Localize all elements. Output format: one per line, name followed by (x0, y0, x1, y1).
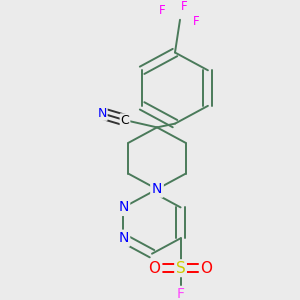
Text: O: O (148, 261, 160, 276)
Text: N: N (118, 231, 129, 245)
Text: F: F (193, 15, 199, 28)
Text: N: N (118, 200, 129, 214)
Text: C: C (121, 114, 129, 127)
Text: S: S (176, 261, 185, 276)
Text: N: N (97, 107, 107, 120)
Text: O: O (201, 261, 213, 276)
Text: F: F (181, 0, 187, 13)
Text: F: F (159, 4, 165, 17)
Text: F: F (177, 287, 184, 300)
Text: N: N (152, 182, 162, 196)
